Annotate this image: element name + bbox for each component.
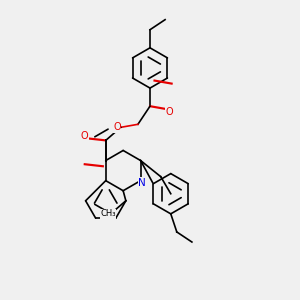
- Text: O: O: [81, 131, 88, 141]
- Text: N: N: [138, 178, 146, 188]
- Text: O: O: [113, 122, 121, 132]
- Text: O: O: [166, 107, 173, 117]
- Text: CH₃: CH₃: [100, 209, 116, 218]
